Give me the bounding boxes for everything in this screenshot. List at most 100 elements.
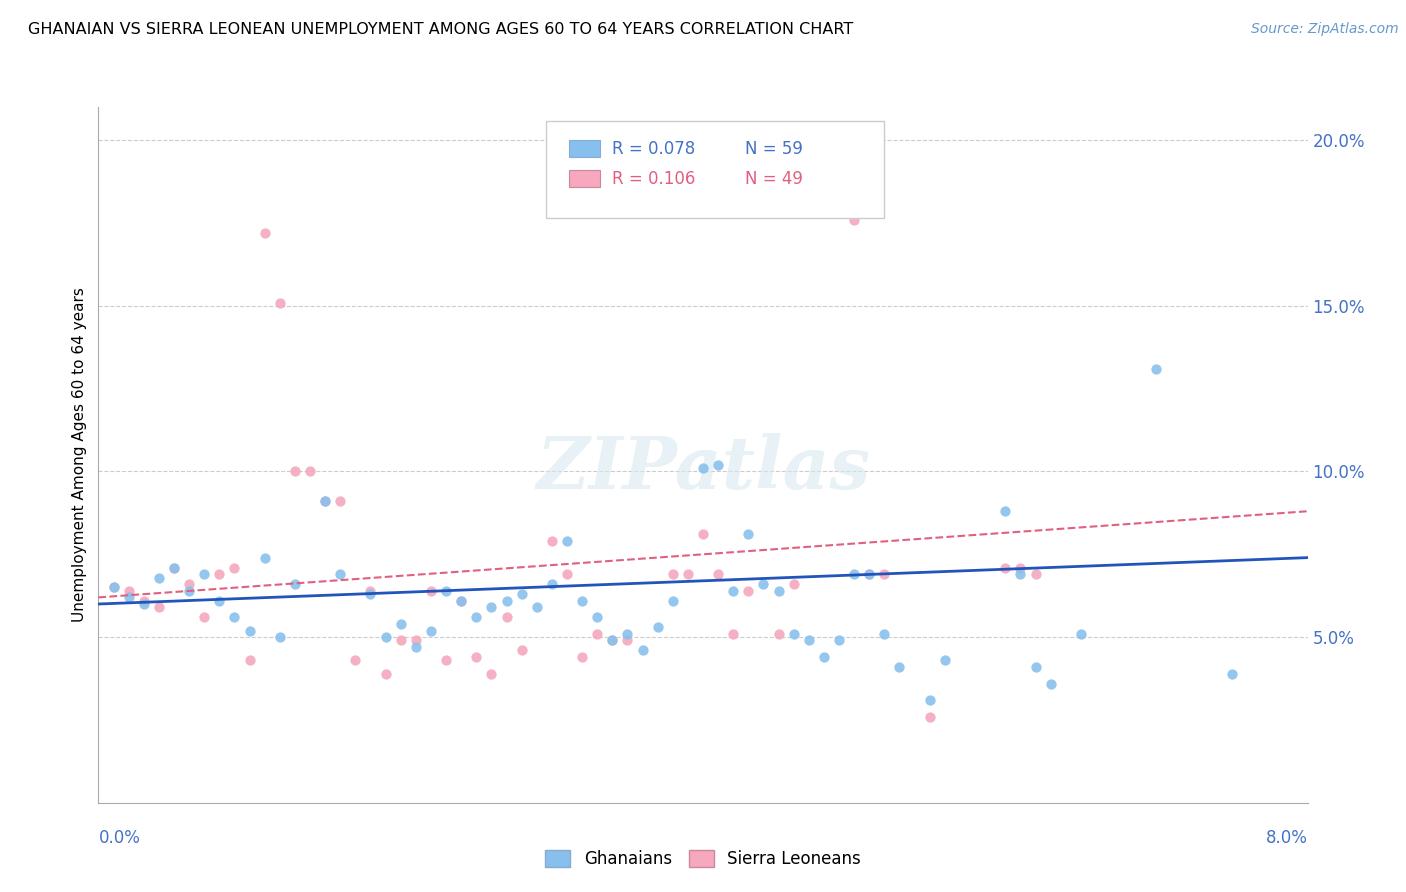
Point — [239, 653, 262, 667]
Point — [602, 633, 624, 648]
Text: N = 59: N = 59 — [745, 140, 803, 158]
Point — [661, 593, 683, 607]
Point — [994, 504, 1017, 518]
Text: Source: ZipAtlas.com: Source: ZipAtlas.com — [1251, 22, 1399, 37]
Point — [844, 212, 866, 227]
Point — [193, 567, 215, 582]
Point — [284, 577, 307, 591]
Point — [571, 650, 593, 665]
Point — [479, 600, 503, 615]
Point — [828, 633, 851, 648]
Point — [495, 610, 517, 624]
Point — [495, 593, 517, 607]
Point — [374, 630, 396, 644]
Point — [540, 534, 562, 549]
Text: ZIPatlas: ZIPatlas — [536, 434, 870, 504]
Point — [782, 627, 804, 641]
Point — [723, 583, 745, 598]
Point — [179, 577, 201, 591]
Point — [344, 653, 367, 667]
Point — [602, 633, 624, 648]
Point — [844, 567, 866, 582]
Point — [299, 465, 322, 479]
Point — [797, 633, 820, 648]
Point — [873, 567, 896, 582]
Point — [193, 610, 215, 624]
Point — [555, 534, 578, 549]
Point — [1024, 567, 1046, 582]
Point — [768, 627, 790, 641]
Point — [359, 583, 381, 598]
Point — [918, 709, 941, 723]
Point — [329, 494, 352, 508]
Point — [571, 593, 593, 607]
Point — [586, 627, 609, 641]
Point — [253, 226, 276, 240]
Point — [1220, 666, 1243, 681]
Point — [1144, 361, 1167, 376]
Point — [434, 653, 457, 667]
Y-axis label: Unemployment Among Ages 60 to 64 years: Unemployment Among Ages 60 to 64 years — [72, 287, 87, 623]
Point — [723, 627, 745, 641]
Point — [389, 633, 412, 648]
FancyBboxPatch shape — [569, 170, 600, 187]
Point — [284, 465, 307, 479]
Point — [224, 610, 246, 624]
Point — [465, 650, 488, 665]
Point — [359, 587, 381, 601]
Point — [858, 567, 880, 582]
Point — [269, 295, 291, 310]
Point — [1010, 567, 1032, 582]
Point — [994, 560, 1017, 574]
Point — [707, 458, 730, 472]
Text: R = 0.106: R = 0.106 — [612, 169, 696, 187]
Point — [889, 660, 911, 674]
Point — [132, 597, 155, 611]
Point — [314, 494, 336, 508]
Point — [555, 567, 578, 582]
Point — [148, 570, 170, 584]
Legend: Ghanaians, Sierra Leoneans: Ghanaians, Sierra Leoneans — [538, 843, 868, 874]
Point — [269, 630, 291, 644]
Point — [103, 581, 125, 595]
Point — [405, 640, 427, 654]
Point — [118, 583, 141, 598]
Point — [873, 627, 896, 641]
Point — [208, 567, 231, 582]
Point — [616, 627, 638, 641]
Point — [737, 527, 759, 541]
Point — [1024, 660, 1046, 674]
Point — [647, 620, 669, 634]
Point — [934, 653, 956, 667]
Point — [329, 567, 352, 582]
Point — [1070, 627, 1092, 641]
Text: 0.0%: 0.0% — [98, 829, 141, 847]
Point — [1039, 676, 1062, 690]
Point — [661, 567, 683, 582]
Point — [450, 593, 472, 607]
Point — [918, 693, 941, 707]
Point — [103, 581, 125, 595]
Point — [224, 560, 246, 574]
Point — [419, 583, 441, 598]
Point — [239, 624, 262, 638]
Point — [858, 567, 880, 582]
Point — [737, 583, 759, 598]
Point — [631, 643, 654, 657]
Point — [676, 567, 699, 582]
Point — [163, 560, 186, 574]
FancyBboxPatch shape — [569, 140, 600, 157]
Point — [374, 666, 396, 681]
FancyBboxPatch shape — [546, 121, 884, 219]
Point — [526, 600, 548, 615]
Point — [314, 494, 336, 508]
Point — [163, 560, 186, 574]
Point — [510, 643, 533, 657]
Point — [132, 593, 155, 607]
Point — [782, 577, 804, 591]
Point — [434, 583, 457, 598]
Point — [465, 610, 488, 624]
Point — [586, 610, 609, 624]
Point — [208, 593, 231, 607]
Point — [752, 577, 775, 591]
